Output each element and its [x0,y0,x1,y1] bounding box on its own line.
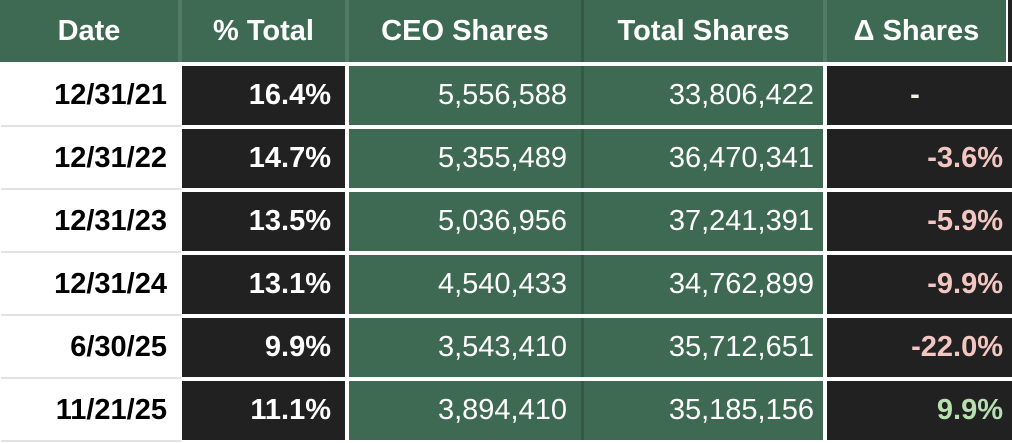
column-header-ceo-shares: CEO Shares [349,0,584,62]
cell-date: 12/31/22 [0,129,182,188]
cell-total-shares: 36,470,341 [584,129,827,188]
column-header-total-shares: Total Shares [584,0,827,62]
cell-ceo-shares: 5,036,956 [349,192,584,251]
cell-ceo-shares: 5,355,489 [349,129,584,188]
cell-date: 12/31/24 [0,255,182,314]
cell-date: 12/31/23 [0,192,182,251]
cutoff-column-sliver [1008,318,1012,377]
cutoff-column-sliver [1008,66,1012,125]
column-header-pct-total: % Total [182,0,349,62]
cell-delta-shares: -3.6% [827,129,1008,188]
cell-pct-total: 14.7% [182,129,349,188]
cell-total-shares: 37,241,391 [584,192,827,251]
cell-ceo-shares: 3,894,410 [349,381,584,440]
column-header-delta-shares: Δ Shares [827,0,1008,62]
cell-date: 12/31/21 [0,66,182,125]
cell-ceo-shares: 5,556,588 [349,66,584,125]
column-header-date: Date [0,0,182,62]
cutoff-column-sliver [1008,0,1012,62]
cell-delta-shares: 9.9% [827,381,1008,440]
cell-delta-shares: -22.0% [827,318,1008,377]
cutoff-column-sliver [1008,192,1012,251]
cell-pct-total: 11.1% [182,381,349,440]
cell-total-shares: 35,185,156 [584,381,827,440]
cell-date: 6/30/25 [0,318,182,377]
cell-pct-total: 9.9% [182,318,349,377]
cutoff-column-sliver [1008,255,1012,314]
cell-ceo-shares: 4,540,433 [349,255,584,314]
cell-delta-shares: -5.9% [827,192,1008,251]
cell-total-shares: 33,806,422 [584,66,827,125]
cell-ceo-shares: 3,543,410 [349,318,584,377]
cell-total-shares: 34,762,899 [584,255,827,314]
cell-date: 11/21/25 [0,381,182,440]
cell-pct-total: 13.5% [182,192,349,251]
cutoff-column-sliver [1008,381,1012,440]
cell-delta-shares: -9.9% [827,255,1008,314]
cell-total-shares: 35,712,651 [584,318,827,377]
cell-delta-shares: - [827,66,1008,125]
cutoff-column-sliver [1008,129,1012,188]
cell-pct-total: 16.4% [182,66,349,125]
cell-pct-total: 13.1% [182,255,349,314]
